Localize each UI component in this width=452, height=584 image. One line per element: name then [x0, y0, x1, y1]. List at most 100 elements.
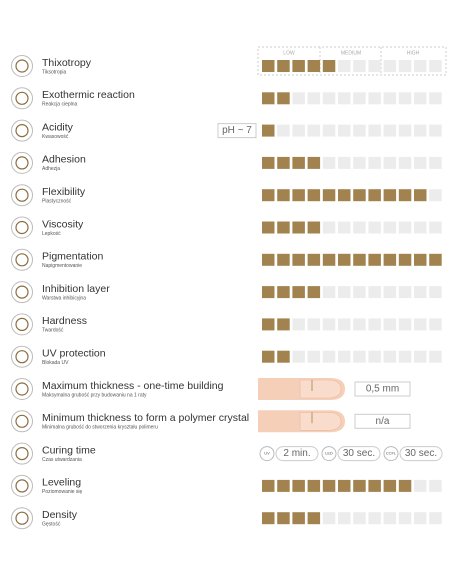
row-icon [11, 345, 33, 368]
level-box-empty [368, 124, 381, 137]
level-box-empty [338, 60, 351, 72]
level-box-empty [398, 512, 412, 525]
lamp-icon [383, 446, 399, 462]
row-icon [11, 442, 33, 465]
level-box-empty [368, 92, 381, 105]
level-box-empty [322, 286, 336, 299]
row-subtitle: Plastyczność [42, 199, 72, 205]
level-box-empty [429, 286, 442, 299]
level-box-empty [383, 92, 397, 105]
level-box-empty [429, 92, 442, 105]
level-box-filled [292, 156, 305, 169]
level-box-empty [353, 350, 366, 363]
scale-header-label: LOW [283, 50, 295, 56]
curing-time: 30 sec. [343, 448, 375, 459]
level-box-empty [368, 350, 381, 363]
row-icon [11, 281, 33, 304]
level-box-filled [277, 512, 290, 525]
row-subtitle: Czas utwardzania [42, 457, 82, 463]
level-box-empty [322, 318, 336, 331]
level-box-empty [383, 124, 397, 137]
level-box-empty [368, 60, 381, 72]
level-box-filled [368, 479, 381, 492]
level-box-empty [353, 512, 366, 525]
level-box-filled [368, 253, 381, 266]
row-icon [11, 119, 33, 142]
level-box-empty [398, 286, 412, 299]
scale-header-label: HIGH [407, 50, 420, 56]
level-box-filled [262, 286, 275, 299]
row-icon-inner [15, 447, 29, 461]
level-box-filled [383, 253, 397, 266]
level-box-filled [398, 479, 412, 492]
level-box-empty [338, 92, 351, 105]
level-box-empty [398, 60, 412, 72]
level-box-filled [277, 92, 290, 105]
level-box-empty [398, 350, 412, 363]
row-title: Inhibition layer [42, 283, 110, 295]
level-box-filled [262, 221, 275, 234]
row-title: Pigmentation [42, 251, 103, 263]
level-box-empty [353, 124, 366, 137]
level-box-filled [338, 479, 351, 492]
level-box-empty [307, 318, 321, 331]
level-box-filled [307, 156, 321, 169]
level-box-empty [292, 124, 305, 137]
row-title: Curing time [42, 444, 96, 456]
level-box-empty [429, 479, 442, 492]
level-box-filled [307, 512, 321, 525]
row-icon-inner [15, 253, 29, 267]
level-box-empty [398, 124, 412, 137]
lamp-label: UV [264, 451, 270, 456]
row-icon-inner [15, 156, 29, 170]
level-box-empty [414, 124, 427, 137]
level-box-filled [338, 253, 351, 266]
row-title: Density [42, 509, 78, 521]
row-icon-inner [15, 285, 29, 299]
level-box-empty [307, 92, 321, 105]
level-box-empty [383, 60, 397, 72]
row-subtitle: Kwasowość [42, 134, 69, 140]
row-icon [11, 248, 33, 271]
level-box-filled [292, 189, 305, 202]
level-box-filled [353, 479, 366, 492]
level-box-filled [277, 479, 290, 492]
row-subtitle: Maksymalna grubość przy budowaniu na 1 r… [42, 392, 147, 398]
row-icon-inner [15, 91, 29, 105]
level-box-empty [414, 479, 427, 492]
level-box-empty [338, 318, 351, 331]
row-icon [11, 507, 33, 530]
level-box-filled [292, 253, 305, 266]
row-icon [11, 313, 33, 336]
level-box-filled [338, 189, 351, 202]
level-box-filled [262, 253, 275, 266]
level-box-empty [429, 221, 442, 234]
level-box-filled [262, 60, 275, 72]
level-box-empty [292, 350, 305, 363]
row-icon-inner [15, 317, 29, 331]
level-box-empty [414, 512, 427, 525]
scale-frame [257, 46, 447, 76]
level-box-filled [292, 286, 305, 299]
level-box-filled [307, 189, 321, 202]
row-icon [11, 184, 33, 207]
level-box-empty [322, 124, 336, 137]
level-box-empty [429, 350, 442, 363]
level-box-empty [322, 350, 336, 363]
value: 0,5 mm [366, 384, 399, 395]
level-box-filled [353, 253, 366, 266]
row-icon-inner [15, 414, 29, 428]
row-icon [11, 410, 33, 433]
row-title: Leveling [42, 477, 81, 489]
level-box-filled [262, 189, 275, 202]
level-box-filled [322, 479, 336, 492]
level-box-filled [307, 221, 321, 234]
level-box-empty [398, 318, 412, 331]
time-box [399, 446, 443, 462]
curing-time: 30 sec. [405, 448, 437, 459]
level-box-filled [262, 124, 275, 137]
row-title: UV protection [42, 347, 106, 359]
level-box-empty [338, 156, 351, 169]
row-subtitle: Poziomowanie się [42, 489, 83, 495]
